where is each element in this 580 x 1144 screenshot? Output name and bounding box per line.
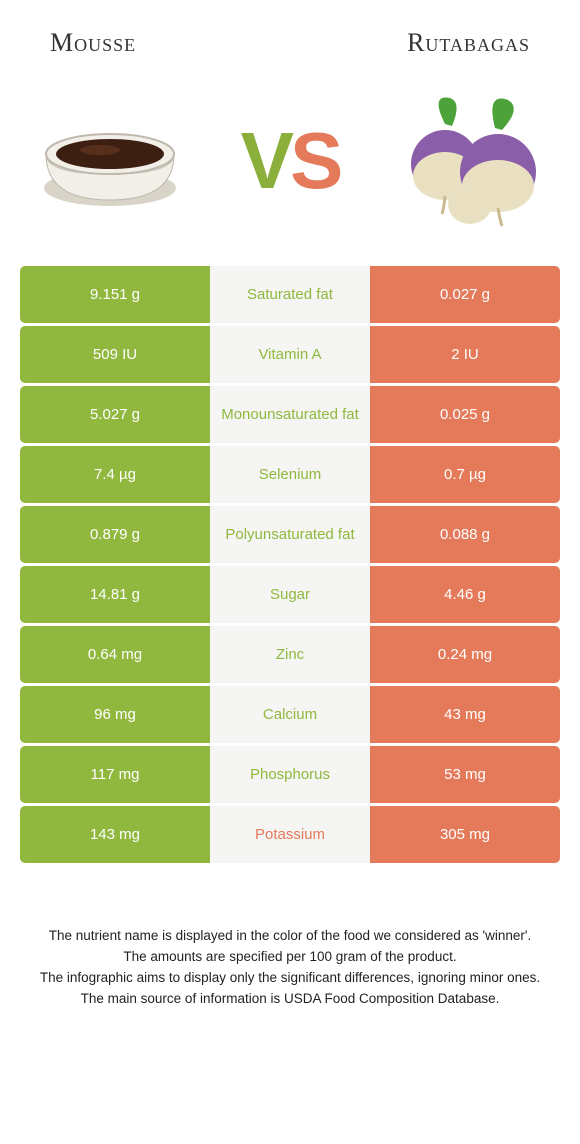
left-value-cell: 0.879 g	[20, 506, 210, 563]
images-row: VS	[0, 76, 580, 266]
vs-v: V	[241, 116, 290, 205]
table-row: 14.81 gSugar4.46 g	[20, 566, 560, 623]
left-value-cell: 117 mg	[20, 746, 210, 803]
nutrient-name-cell: Calcium	[210, 686, 370, 743]
nutrient-name-cell: Polyunsaturated fat	[210, 506, 370, 563]
left-value-cell: 5.027 g	[20, 386, 210, 443]
left-value-cell: 143 mg	[20, 806, 210, 863]
left-food-title: Mousse	[50, 28, 136, 58]
nutrient-name-cell: Phosphorus	[210, 746, 370, 803]
right-value-cell: 53 mg	[370, 746, 560, 803]
left-value-cell: 9.151 g	[20, 266, 210, 323]
table-row: 143 mgPotassium305 mg	[20, 806, 560, 863]
footnotes: The nutrient name is displayed in the co…	[0, 866, 580, 1010]
left-value-cell: 0.64 mg	[20, 626, 210, 683]
left-value-cell: 96 mg	[20, 686, 210, 743]
left-value-cell: 7.4 µg	[20, 446, 210, 503]
right-value-cell: 0.24 mg	[370, 626, 560, 683]
nutrient-name-cell: Zinc	[210, 626, 370, 683]
nutrient-name-cell: Saturated fat	[210, 266, 370, 323]
nutrient-name-cell: Sugar	[210, 566, 370, 623]
mousse-highlight	[80, 145, 120, 155]
header: Mousse Rutabagas	[0, 0, 580, 76]
vs-label: VS	[241, 115, 340, 207]
rutabaga-image	[390, 86, 550, 236]
vs-s: S	[290, 116, 339, 205]
left-value-cell: 14.81 g	[20, 566, 210, 623]
right-value-cell: 0.7 µg	[370, 446, 560, 503]
footnote-line: The main source of information is USDA F…	[30, 989, 550, 1010]
right-value-cell: 305 mg	[370, 806, 560, 863]
right-value-cell: 43 mg	[370, 686, 560, 743]
mousse-image	[30, 86, 190, 236]
nutrient-name-cell: Selenium	[210, 446, 370, 503]
right-value-cell: 0.088 g	[370, 506, 560, 563]
table-row: 5.027 gMonounsaturated fat0.025 g	[20, 386, 560, 443]
footnote-line: The nutrient name is displayed in the co…	[30, 926, 550, 947]
table-row: 0.64 mgZinc0.24 mg	[20, 626, 560, 683]
footnote-line: The infographic aims to display only the…	[30, 968, 550, 989]
right-value-cell: 0.027 g	[370, 266, 560, 323]
left-value-cell: 509 IU	[20, 326, 210, 383]
table-row: 96 mgCalcium43 mg	[20, 686, 560, 743]
footnote-line: The amounts are specified per 100 gram o…	[30, 947, 550, 968]
right-value-cell: 4.46 g	[370, 566, 560, 623]
table-row: 509 IUVitamin A2 IU	[20, 326, 560, 383]
comparison-table: 9.151 gSaturated fat0.027 g509 IUVitamin…	[0, 266, 580, 863]
nutrient-name-cell: Potassium	[210, 806, 370, 863]
nutrient-name-cell: Vitamin A	[210, 326, 370, 383]
right-value-cell: 2 IU	[370, 326, 560, 383]
table-row: 7.4 µgSelenium0.7 µg	[20, 446, 560, 503]
right-value-cell: 0.025 g	[370, 386, 560, 443]
right-food-title: Rutabagas	[407, 28, 530, 58]
table-row: 117 mgPhosphorus53 mg	[20, 746, 560, 803]
table-row: 9.151 gSaturated fat0.027 g	[20, 266, 560, 323]
nutrient-name-cell: Monounsaturated fat	[210, 386, 370, 443]
table-row: 0.879 gPolyunsaturated fat0.088 g	[20, 506, 560, 563]
